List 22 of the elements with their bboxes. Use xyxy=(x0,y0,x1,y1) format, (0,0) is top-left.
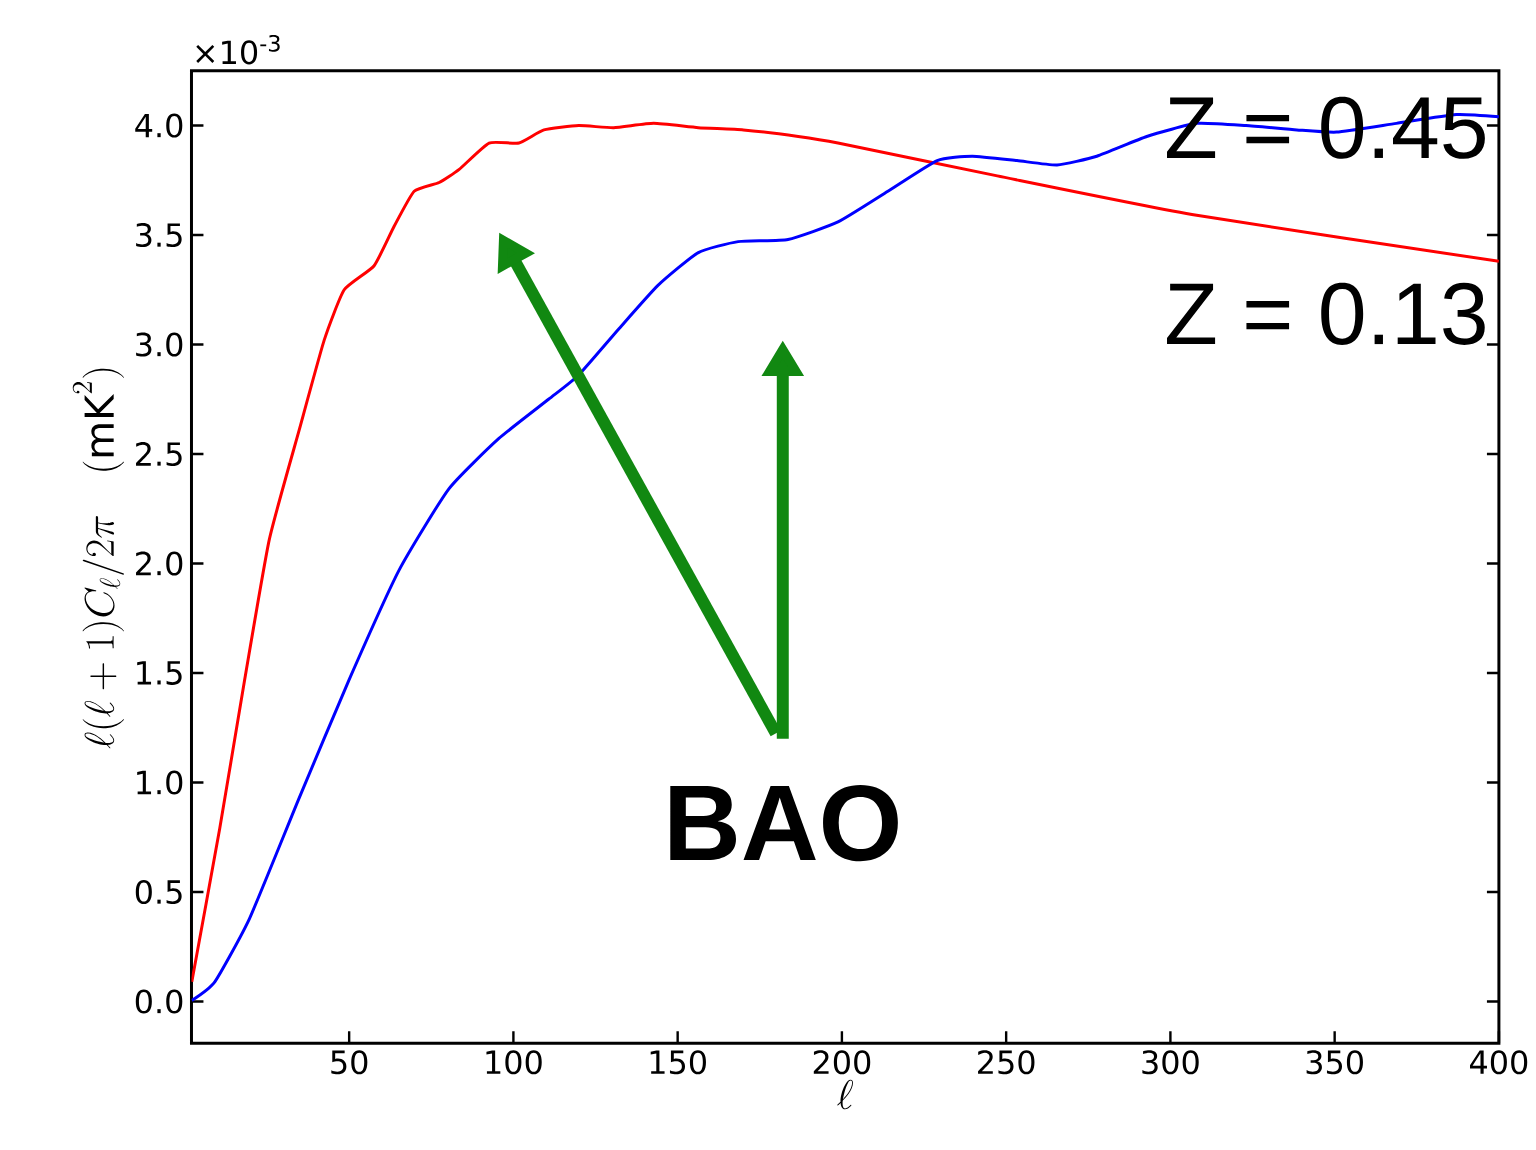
x-tick-label: 100 xyxy=(486,1050,542,1075)
annotation: Z = 0.13 xyxy=(1167,282,1485,346)
y-tick-label: 4.0 xyxy=(135,113,183,138)
y-tick-label: 2.0 xyxy=(136,551,183,576)
x-tick-label: 250 xyxy=(978,1050,1035,1075)
y-axis-title: $\ell(\ell+1)C_\ell/2\pi\quad(\mathrm{mK}^2)$ xyxy=(72,368,125,749)
y-tick-label: 2.5 xyxy=(136,442,182,467)
x-tick-label: 400 xyxy=(1470,1050,1528,1075)
y-tick-label: 3.5 xyxy=(136,223,182,248)
x-tick-label: 300 xyxy=(1142,1050,1199,1075)
text: ×10$^{-3}$ xyxy=(196,34,280,65)
x-tick-label: 200 xyxy=(813,1050,871,1075)
y-tick-label: 3.0 xyxy=(136,332,183,357)
y-tick-label: 1.5 xyxy=(137,661,182,685)
x-tick-label: 50 xyxy=(331,1050,368,1075)
annotation: BAO xyxy=(670,785,898,862)
x-axis-title: $\ell$ xyxy=(837,1079,853,1110)
y-tick-label: 1.0 xyxy=(137,770,183,795)
x-tick-label: 150 xyxy=(650,1050,706,1075)
y-tick-label: 0.0 xyxy=(135,989,183,1014)
y-tick-label: 0.5 xyxy=(135,880,182,905)
x-tick-label: 350 xyxy=(1306,1050,1363,1075)
